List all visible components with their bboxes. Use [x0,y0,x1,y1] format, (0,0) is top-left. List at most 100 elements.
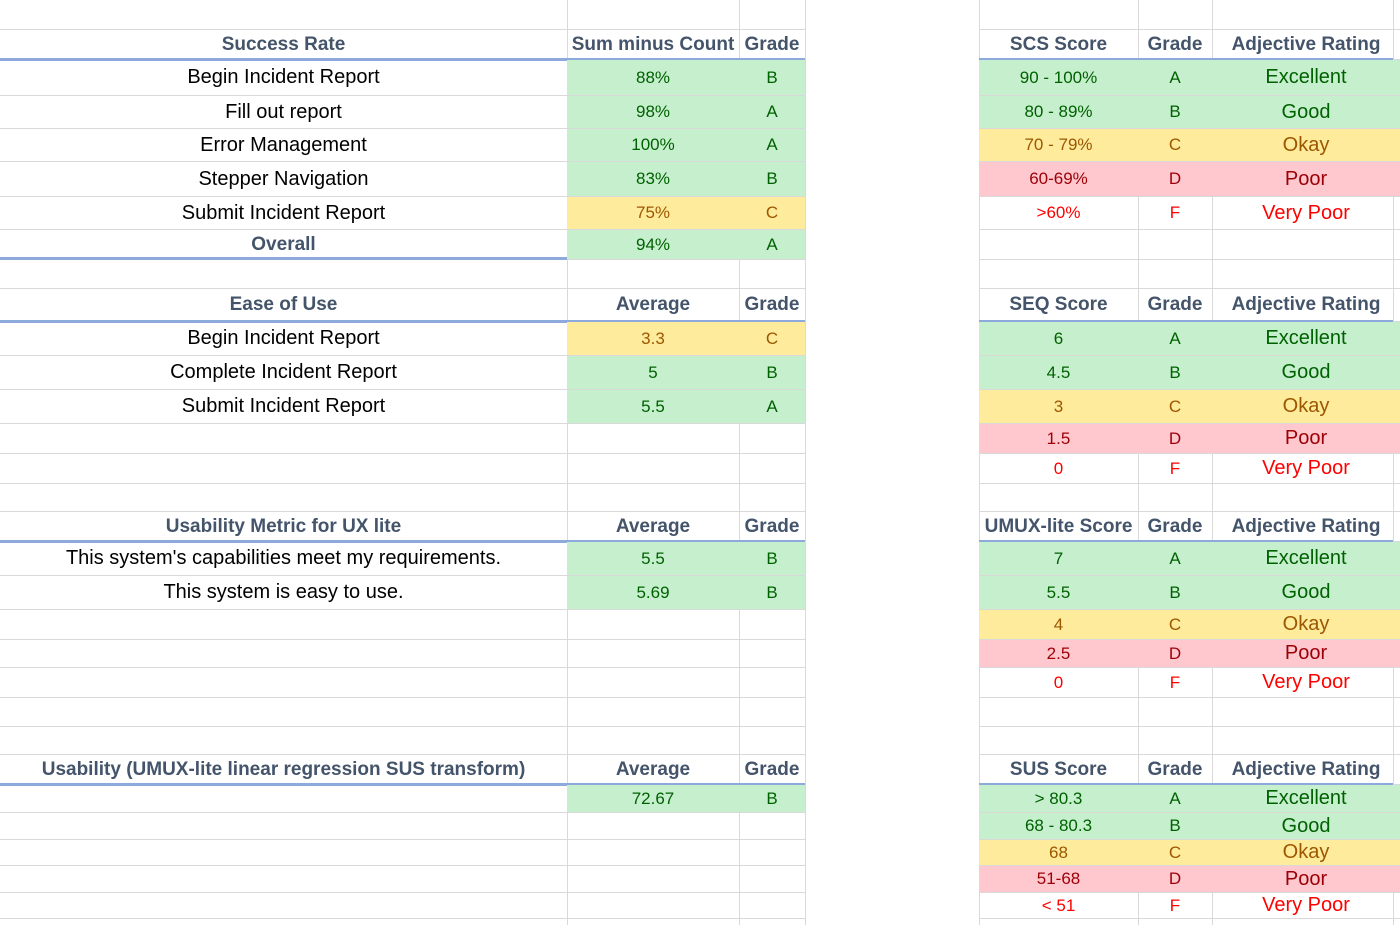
empty-cell[interactable] [979,260,1138,289]
scale-score[interactable]: 2.5 [979,640,1138,668]
scale-rating[interactable]: Good [1212,813,1400,840]
scale-grade[interactable]: B [1138,576,1212,610]
empty-cell[interactable] [979,0,1138,30]
section-header-label[interactable]: Usability (UMUX-lite linear regression S… [0,755,567,785]
empty-cell[interactable] [1212,727,1400,755]
metric-label[interactable]: This system's capabilities meet my requi… [0,542,567,576]
empty-cell[interactable] [567,484,739,512]
empty-cell[interactable] [567,866,739,893]
scale-grade[interactable]: A [1138,60,1212,96]
empty-cell[interactable] [739,668,805,698]
scale-grade[interactable]: A [1138,785,1212,813]
empty-cell[interactable] [0,668,567,698]
section-header-grade[interactable]: Grade [739,30,805,60]
scale-rating[interactable]: Good [1212,356,1400,390]
scale-header-grade[interactable]: Grade [1138,512,1212,542]
scale-grade[interactable]: C [1138,129,1212,162]
empty-cell[interactable] [1212,260,1400,289]
metric-value[interactable]: 5.5 [567,390,739,424]
scale-rating[interactable]: Very Poor [1212,893,1400,919]
scale-header-score[interactable]: SCS Score [979,30,1138,60]
empty-cell[interactable] [739,0,805,30]
empty-cell[interactable] [0,0,567,30]
empty-cell[interactable] [0,424,567,454]
empty-cell[interactable] [1138,727,1212,755]
empty-cell[interactable] [1138,0,1212,30]
scale-score[interactable]: 68 - 80.3 [979,813,1138,840]
metric-label[interactable]: Complete Incident Report [0,356,567,390]
empty-cell[interactable] [0,454,567,484]
empty-cell[interactable] [739,610,805,640]
metric-label[interactable]: Error Management [0,129,567,162]
empty-cell[interactable] [1138,230,1212,260]
scale-rating[interactable]: Okay [1212,129,1400,162]
scale-grade[interactable]: F [1138,454,1212,484]
scale-grade[interactable]: D [1138,866,1212,893]
empty-cell[interactable] [739,424,805,454]
metric-grade[interactable]: C [739,322,805,356]
empty-cell[interactable] [567,260,739,289]
scale-grade[interactable]: A [1138,322,1212,356]
scale-score[interactable]: 1.5 [979,424,1138,454]
empty-cell[interactable] [739,727,805,755]
scale-rating[interactable]: Okay [1212,840,1400,866]
empty-cell[interactable] [1138,484,1212,512]
section-header-value[interactable]: Sum minus Count [567,30,739,60]
scale-score[interactable]: < 51 [979,893,1138,919]
metric-value[interactable]: 75% [567,197,739,230]
empty-cell[interactable] [0,610,567,640]
scale-grade[interactable]: C [1138,840,1212,866]
scale-header-score[interactable]: SEQ Score [979,289,1138,322]
scale-rating[interactable]: Okay [1212,390,1400,424]
scale-header-rating[interactable]: Adjective Rating [1212,30,1400,60]
scale-rating[interactable]: Excellent [1212,785,1400,813]
metric-label[interactable]: Fill out report [0,96,567,129]
empty-cell[interactable] [1138,698,1212,727]
empty-cell[interactable] [567,640,739,668]
empty-cell[interactable] [567,698,739,727]
scale-score[interactable]: 5.5 [979,576,1138,610]
metric-grade[interactable]: A [739,129,805,162]
section-header-value[interactable]: Average [567,755,739,785]
metric-label[interactable]: Submit Incident Report [0,197,567,230]
metric-grade[interactable]: A [739,230,805,260]
scale-score[interactable]: 51-68 [979,866,1138,893]
scale-rating[interactable]: Good [1212,96,1400,129]
empty-cell[interactable] [567,813,739,840]
empty-cell[interactable] [1212,230,1400,260]
scale-rating[interactable]: Excellent [1212,542,1400,576]
empty-cell[interactable] [567,668,739,698]
scale-score[interactable]: 90 - 100% [979,60,1138,96]
metric-value[interactable]: 94% [567,230,739,260]
metric-grade[interactable]: B [739,356,805,390]
scale-grade[interactable]: C [1138,610,1212,640]
scale-score[interactable]: > 80.3 [979,785,1138,813]
empty-cell[interactable] [979,727,1138,755]
scale-score[interactable]: 0 [979,454,1138,484]
metric-label[interactable]: Begin Incident Report [0,60,567,96]
metric-grade[interactable]: C [739,197,805,230]
section-header-value[interactable]: Average [567,512,739,542]
empty-cell[interactable] [0,893,567,919]
scale-rating[interactable]: Very Poor [1212,668,1400,698]
section-header-grade[interactable]: Grade [739,755,805,785]
scale-header-score[interactable]: UMUX-lite Score [979,512,1138,542]
empty-cell[interactable] [567,893,739,919]
metric-value[interactable]: 100% [567,129,739,162]
metric-value[interactable]: 98% [567,96,739,129]
scale-score[interactable]: >60% [979,197,1138,230]
scale-score[interactable]: 70 - 79% [979,129,1138,162]
scale-grade[interactable]: A [1138,542,1212,576]
metric-label[interactable]: Stepper Navigation [0,162,567,197]
empty-cell[interactable] [567,610,739,640]
scale-header-score[interactable]: SUS Score [979,755,1138,785]
metric-grade[interactable]: B [739,60,805,96]
scale-grade[interactable]: F [1138,197,1212,230]
metric-grade[interactable]: A [739,390,805,424]
metric-label[interactable]: Begin Incident Report [0,322,567,356]
metric-grade[interactable]: B [739,542,805,576]
section-header-grade[interactable]: Grade [739,512,805,542]
scale-grade[interactable]: F [1138,668,1212,698]
empty-cell[interactable] [0,866,567,893]
scale-rating[interactable]: Poor [1212,640,1400,668]
